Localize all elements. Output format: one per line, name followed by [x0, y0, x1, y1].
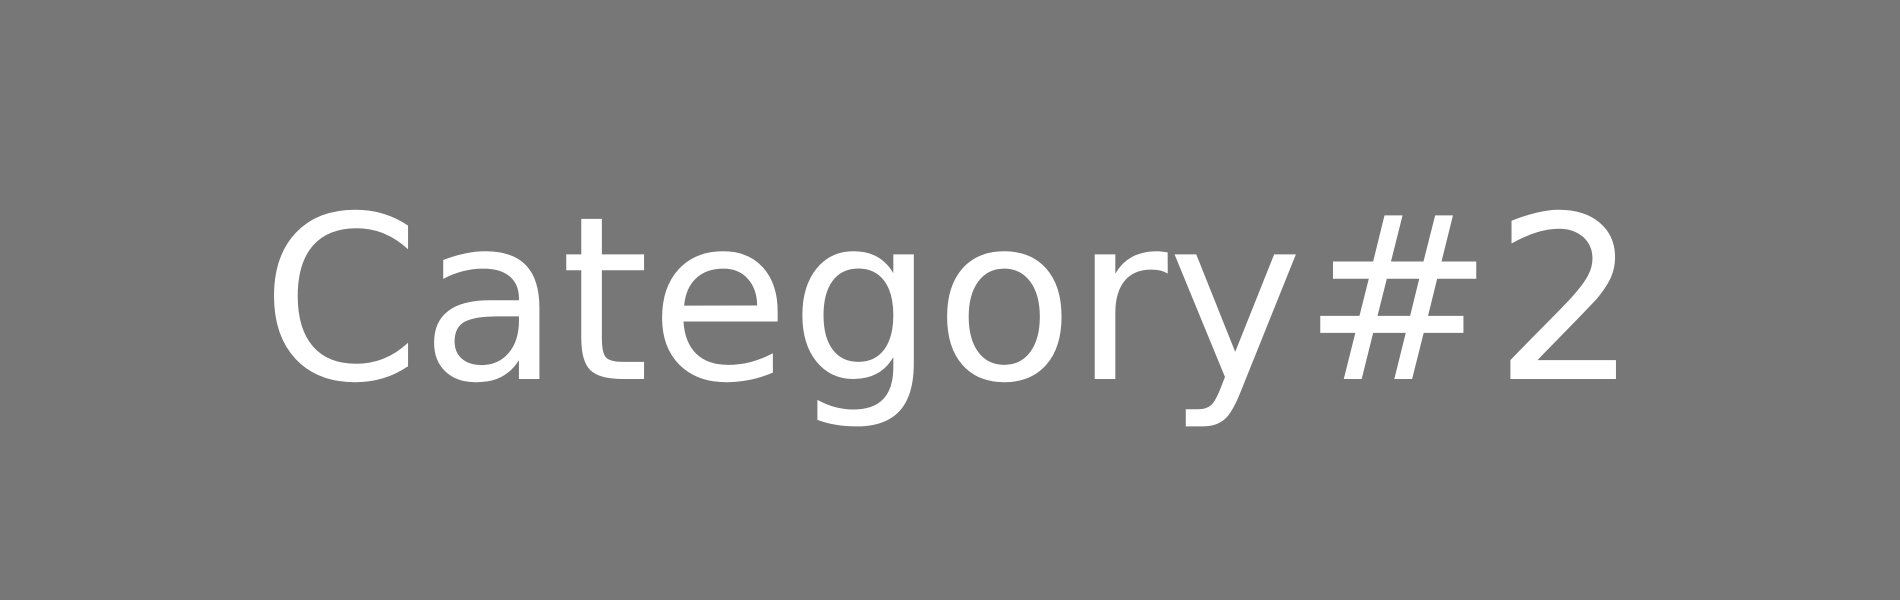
placeholder-image: Category#2: [261, 167, 1639, 433]
category-label: Category#2: [261, 167, 1639, 433]
